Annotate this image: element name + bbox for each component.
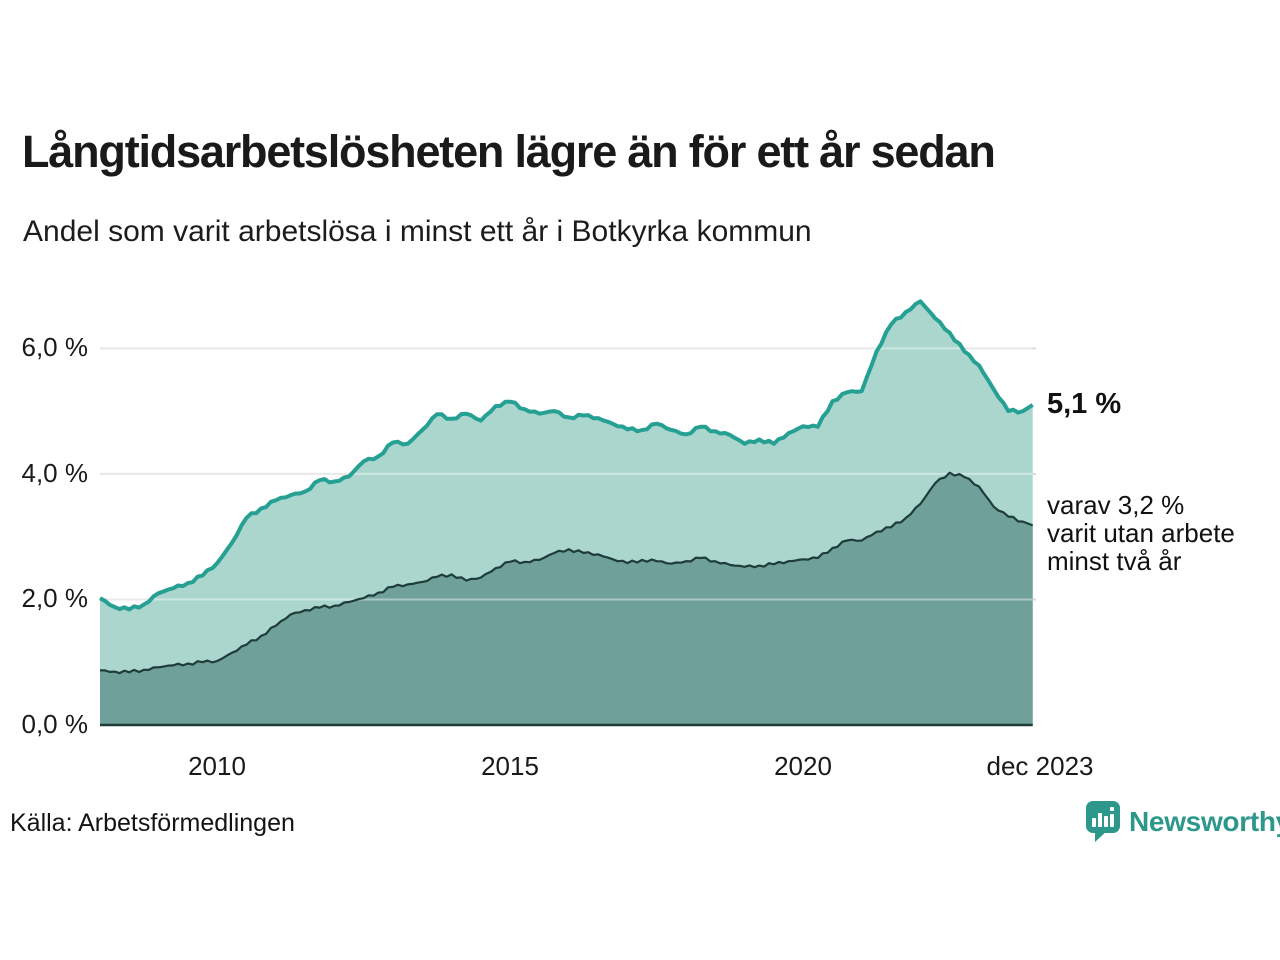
y-axis-label-4: 4,0 % — [21, 458, 89, 488]
chart-subtitle: Andel som varit arbetslösa i minst ett å… — [23, 215, 812, 248]
y-axis-label-2: 2,0 % — [21, 583, 89, 613]
value-annotation-subset-line1: varav 3,2 % — [1047, 490, 1185, 520]
bar-chart-bubble-icon — [1086, 801, 1120, 843]
value-annotation-subset: varav 3,2 % varit utan arbete minst två … — [1047, 491, 1235, 575]
x-axis-label-2020: 2020 — [774, 751, 832, 781]
chart-title: Långtidsarbetslösheten lägre än för ett … — [22, 126, 996, 177]
x-axis-label-dec-2023: dec 2023 — [986, 751, 1094, 781]
newsworthy-logo: Newsworthy — [1086, 800, 1280, 844]
y-axis-label-6: 6,0 % — [21, 332, 89, 362]
value-annotation-subset-line2: varit utan arbete — [1047, 518, 1235, 548]
newsworthy-wordmark: Newsworthy — [1129, 806, 1280, 837]
value-annotation-total: 5,1 % — [1047, 388, 1122, 420]
x-axis-label-2010: 2010 — [188, 751, 246, 781]
source-note: Källa: Arbetsförmedlingen — [10, 809, 295, 837]
x-axis-label-2015: 2015 — [481, 751, 539, 781]
y-axis-label-0: 0,0 % — [21, 709, 89, 739]
value-annotation-subset-line3: minst två år — [1047, 546, 1182, 576]
